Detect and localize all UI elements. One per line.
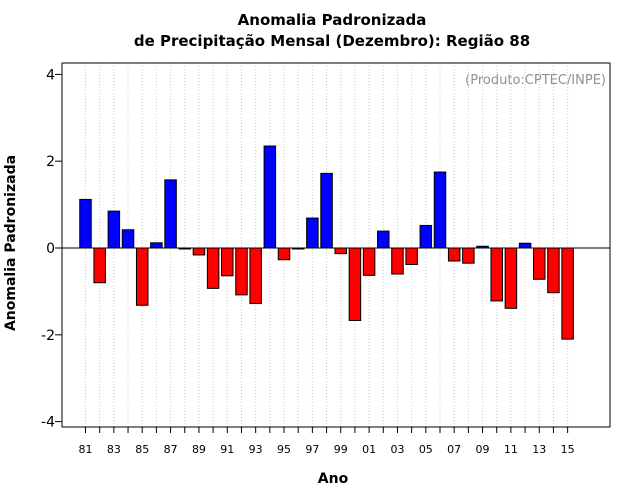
- bar-1989: [192, 247, 206, 256]
- bar-1982: [93, 247, 106, 284]
- bar-1990: [206, 247, 220, 289]
- bar-1984: [121, 229, 135, 249]
- bar-1992: [235, 247, 248, 296]
- bar-2013: [533, 247, 546, 280]
- credit-text: (Produto:CPTEC/INPE): [465, 73, 606, 88]
- bar-1997: [306, 217, 319, 249]
- bar-2007: [447, 247, 461, 262]
- bar-1999: [334, 247, 347, 255]
- y-tick-label: -2: [41, 328, 55, 344]
- bar-1986: [150, 242, 163, 249]
- grid-lines: [85, 63, 569, 427]
- bar-2006: [433, 171, 447, 249]
- y-tick-label: -4: [41, 415, 55, 431]
- bar-1998: [320, 172, 333, 249]
- y-axis-label: Anomalia Padronizada: [3, 155, 19, 331]
- x-tick-label: 81: [79, 443, 93, 456]
- x-tick-label: 87: [164, 443, 178, 456]
- x-tick-label: 99: [334, 443, 348, 456]
- bar-2004: [405, 247, 418, 265]
- bar-2000: [348, 247, 362, 321]
- chart-title-line2: de Precipitação Mensal (Dezembro): Regiã…: [134, 32, 530, 50]
- bar-2011: [504, 247, 518, 309]
- bar-2014: [547, 247, 560, 294]
- bar-2003: [391, 247, 404, 275]
- x-tick-label: 13: [532, 443, 546, 456]
- bar-2005: [419, 224, 433, 249]
- bar-1985: [135, 247, 149, 306]
- x-tick-label: 95: [277, 443, 291, 456]
- x-tick-label: 05: [419, 443, 433, 456]
- x-tick-label: 15: [561, 443, 575, 456]
- y-tick-label: 0: [46, 241, 55, 257]
- bars: [79, 145, 574, 340]
- bar-2010: [490, 247, 503, 302]
- bar-1994: [263, 145, 277, 249]
- x-tick-label: 91: [220, 443, 234, 456]
- bar-1995: [277, 247, 291, 261]
- bar-2015: [561, 247, 574, 340]
- x-tick-label: 83: [107, 443, 121, 456]
- x-tick-label: 85: [135, 443, 149, 456]
- bar-1987: [164, 179, 177, 249]
- chart-title-line1: Anomalia Padronizada: [238, 11, 427, 29]
- bar-1983: [107, 210, 121, 249]
- x-tick-label: 03: [390, 443, 404, 456]
- bar-2012: [518, 242, 532, 249]
- x-tick-label: 01: [362, 443, 376, 456]
- x-tick-label: 93: [249, 443, 263, 456]
- x-tick-label: 07: [447, 443, 461, 456]
- x-tick-label: 89: [192, 443, 206, 456]
- bar-1993: [249, 247, 262, 305]
- bar-1981: [79, 198, 92, 249]
- bar-1991: [221, 247, 234, 277]
- bar-2001: [362, 247, 376, 276]
- x-tick-label: 11: [504, 443, 518, 456]
- y-tick-label: 2: [46, 154, 55, 170]
- y-tick-label: 4: [46, 67, 55, 83]
- x-tick-label: 09: [476, 443, 490, 456]
- bar-2008: [462, 247, 475, 264]
- plot-frame: [61, 62, 611, 428]
- x-tick-label: 97: [305, 443, 319, 456]
- bar-2002: [377, 230, 390, 249]
- x-axis-label: Ano: [318, 471, 349, 487]
